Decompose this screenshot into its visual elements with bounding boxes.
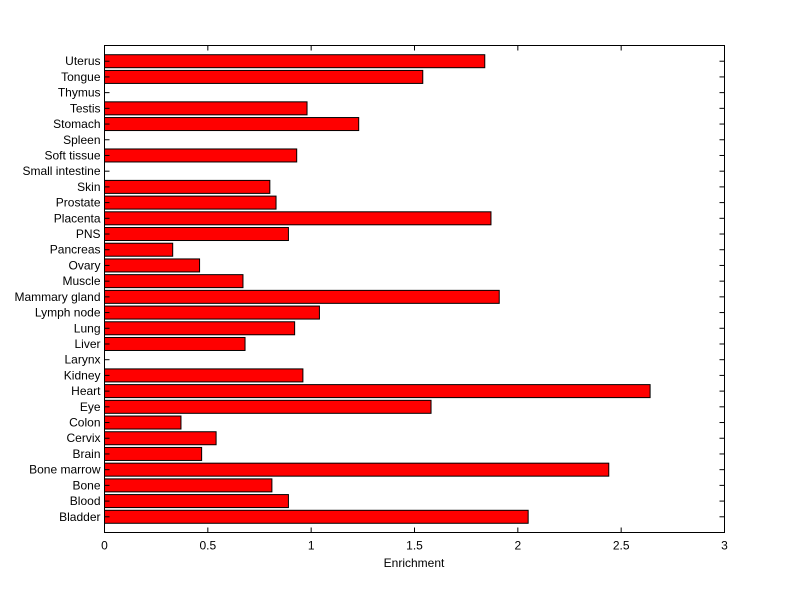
bar — [104, 258, 201, 273]
bar — [104, 478, 273, 493]
y-tick-label: Bone marrow — [29, 463, 101, 477]
bar — [104, 321, 296, 336]
bar — [104, 242, 174, 257]
y-tick-label: Larynx — [64, 353, 100, 367]
bar — [104, 494, 289, 509]
y-tick-label: Uterus — [65, 54, 100, 68]
y-tick-label: Thymus — [58, 86, 101, 100]
x-axis-label: Enrichment — [384, 556, 445, 570]
x-tick-label: 2 — [514, 539, 521, 553]
bar — [104, 54, 486, 69]
x-tick-label: 3 — [721, 539, 728, 553]
ticks — [104, 45, 725, 533]
y-tick-label: Testis — [70, 101, 101, 115]
x-tick-label: 2.5 — [613, 539, 630, 553]
y-tick-label: Brain — [72, 447, 100, 461]
y-tick-label: Bone — [72, 478, 100, 492]
bar — [104, 336, 246, 351]
y-tick-label: PNS — [76, 227, 101, 241]
y-tick-label: Bladder — [59, 510, 100, 524]
y-tick-label: Liver — [74, 337, 100, 351]
y-tick-label: Soft tissue — [44, 148, 100, 162]
y-tick-label: Kidney — [64, 368, 101, 382]
bar — [104, 117, 360, 132]
x-tick-label: 1 — [308, 539, 315, 553]
bar — [104, 227, 289, 242]
y-tick-label: Blood — [70, 494, 101, 508]
bars — [104, 54, 651, 524]
bar — [104, 274, 244, 289]
bar — [104, 179, 271, 194]
bar — [104, 305, 320, 320]
bar — [104, 509, 529, 524]
y-tick-label: Prostate — [56, 196, 101, 210]
bar — [104, 446, 203, 461]
y-tick-label: Heart — [71, 384, 101, 398]
bar — [104, 415, 182, 430]
x-tick-label: 1.5 — [406, 539, 423, 553]
y-tick-label: Colon — [69, 416, 100, 430]
y-tick-label: Skin — [77, 180, 100, 194]
bar — [104, 462, 610, 477]
bar — [104, 384, 651, 399]
bar — [104, 368, 304, 383]
y-tick-label: Small intestine — [22, 164, 100, 178]
bar — [104, 101, 308, 116]
bar — [104, 69, 424, 84]
x-tick-label: 0.5 — [199, 539, 216, 553]
bar — [104, 148, 298, 163]
y-tick-label: Mammary gland — [14, 290, 100, 304]
y-tick-label: Tongue — [61, 70, 101, 84]
y-tick-label: Stomach — [53, 117, 100, 131]
bar — [104, 195, 277, 210]
y-tick-label: Muscle — [62, 274, 100, 288]
y-tick-label: Lymph node — [35, 306, 101, 320]
bar — [104, 431, 217, 446]
y-tick-label: Spleen — [63, 133, 100, 147]
x-tick-labels: 0 0.5 1 1.5 2 2.5 3 — [101, 539, 728, 553]
y-tick-label: Cervix — [66, 431, 100, 445]
bar — [104, 211, 492, 226]
bar — [104, 289, 500, 304]
bar — [104, 399, 432, 414]
x-tick-label: 0 — [101, 539, 108, 553]
y-tick-label: Eye — [80, 400, 101, 414]
y-tick-label: Lung — [74, 321, 101, 335]
y-tick-label: Pancreas — [50, 243, 101, 257]
y-tick-label: Ovary — [68, 258, 100, 272]
y-tick-label: Placenta — [54, 211, 101, 225]
